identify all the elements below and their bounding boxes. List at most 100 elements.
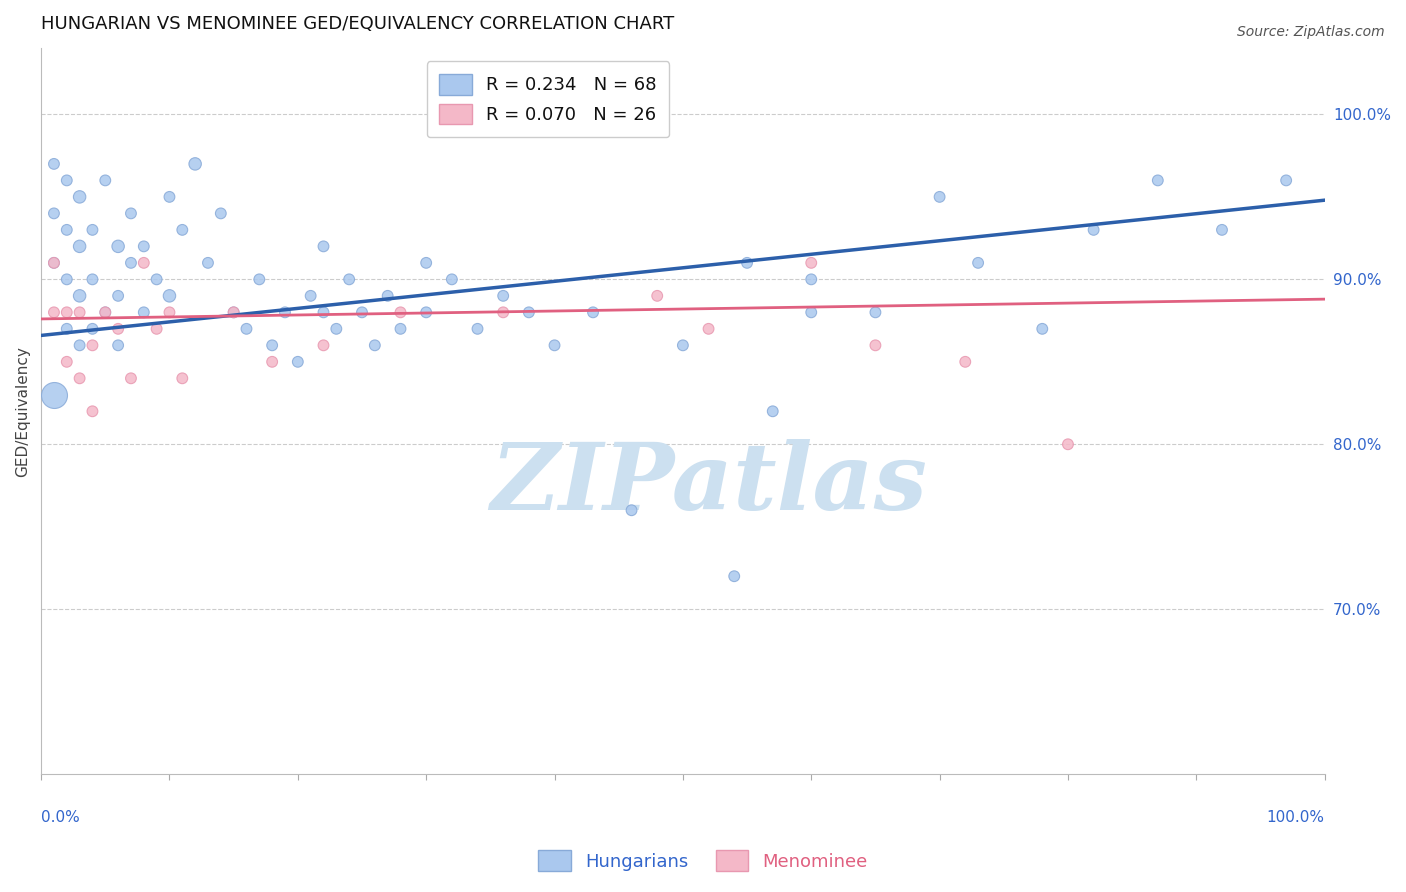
Point (172, 223, 194, 237)
Point (172, 371, 194, 385)
Point (55, 272, 77, 286)
Point (94, 305, 117, 319)
Point (800, 256, 823, 270)
Point (274, 305, 297, 319)
Point (467, 322, 489, 336)
Point (312, 239, 335, 253)
Legend: Hungarians, Menominee: Hungarians, Menominee (531, 843, 875, 879)
Point (107, 322, 129, 336)
Point (928, 190, 950, 204)
Point (94, 173, 117, 187)
Point (132, 239, 155, 253)
Point (389, 305, 412, 319)
Point (69, 338, 91, 352)
Point (1211, 223, 1233, 237)
Point (120, 256, 142, 270)
Point (42, 157, 65, 171)
Point (800, 305, 823, 319)
Point (517, 305, 540, 319)
Legend: R = 0.234   N = 68, R = 0.070   N = 26: R = 0.234 N = 68, R = 0.070 N = 26 (427, 61, 669, 137)
Point (42, 388, 65, 402)
Point (42, 256, 65, 270)
Point (235, 322, 257, 336)
Point (645, 289, 668, 303)
Point (107, 338, 129, 352)
Text: ZIPatlas: ZIPatlas (491, 439, 927, 529)
Point (42, 305, 65, 319)
Point (492, 289, 515, 303)
Point (247, 272, 270, 286)
Point (364, 338, 387, 352)
Text: Source: ZipAtlas.com: Source: ZipAtlas.com (1237, 25, 1385, 39)
Point (184, 157, 207, 171)
Point (325, 322, 347, 336)
Point (262, 355, 284, 369)
Point (107, 239, 129, 253)
Point (120, 206, 142, 220)
Point (55, 305, 77, 319)
Point (723, 569, 745, 583)
Point (865, 305, 887, 319)
Point (82, 338, 104, 352)
Point (69, 289, 91, 303)
Point (492, 305, 515, 319)
Point (1083, 223, 1105, 237)
Point (955, 355, 977, 369)
Point (967, 256, 990, 270)
Point (262, 338, 284, 352)
Point (42, 256, 65, 270)
Point (762, 404, 785, 418)
Point (312, 338, 335, 352)
Text: 0.0%: 0.0% (41, 811, 80, 825)
Point (543, 338, 565, 352)
Point (120, 371, 142, 385)
Point (69, 190, 91, 204)
Point (55, 355, 77, 369)
Point (735, 256, 758, 270)
Point (69, 305, 91, 319)
Point (415, 305, 437, 319)
Point (299, 289, 322, 303)
Point (415, 256, 437, 270)
Point (620, 503, 643, 517)
Point (197, 256, 219, 270)
Point (440, 272, 463, 286)
Point (42, 206, 65, 220)
Point (145, 322, 167, 336)
Point (389, 322, 412, 336)
Point (697, 322, 720, 336)
Point (132, 305, 155, 319)
Point (55, 173, 77, 187)
Point (159, 305, 181, 319)
Point (132, 256, 155, 270)
Point (55, 322, 77, 336)
Point (672, 338, 695, 352)
Text: HUNGARIAN VS MENOMINEE GED/EQUIVALENCY CORRELATION CHART: HUNGARIAN VS MENOMINEE GED/EQUIVALENCY C… (41, 15, 675, 33)
Point (69, 371, 91, 385)
Point (312, 305, 335, 319)
Point (107, 289, 129, 303)
Point (82, 404, 104, 418)
Point (209, 206, 232, 220)
Point (1031, 322, 1053, 336)
Point (582, 305, 605, 319)
Point (222, 305, 245, 319)
Point (377, 289, 399, 303)
Point (69, 239, 91, 253)
Point (145, 272, 167, 286)
Point (82, 223, 104, 237)
Point (1146, 173, 1168, 187)
Point (865, 338, 887, 352)
Point (800, 272, 823, 286)
Point (287, 355, 309, 369)
Point (222, 305, 245, 319)
Point (337, 272, 360, 286)
Point (350, 305, 373, 319)
Point (55, 223, 77, 237)
Point (1057, 437, 1080, 451)
Point (1275, 173, 1298, 187)
Point (82, 322, 104, 336)
Point (94, 305, 117, 319)
Point (82, 272, 104, 286)
Text: 100.0%: 100.0% (1267, 811, 1324, 825)
